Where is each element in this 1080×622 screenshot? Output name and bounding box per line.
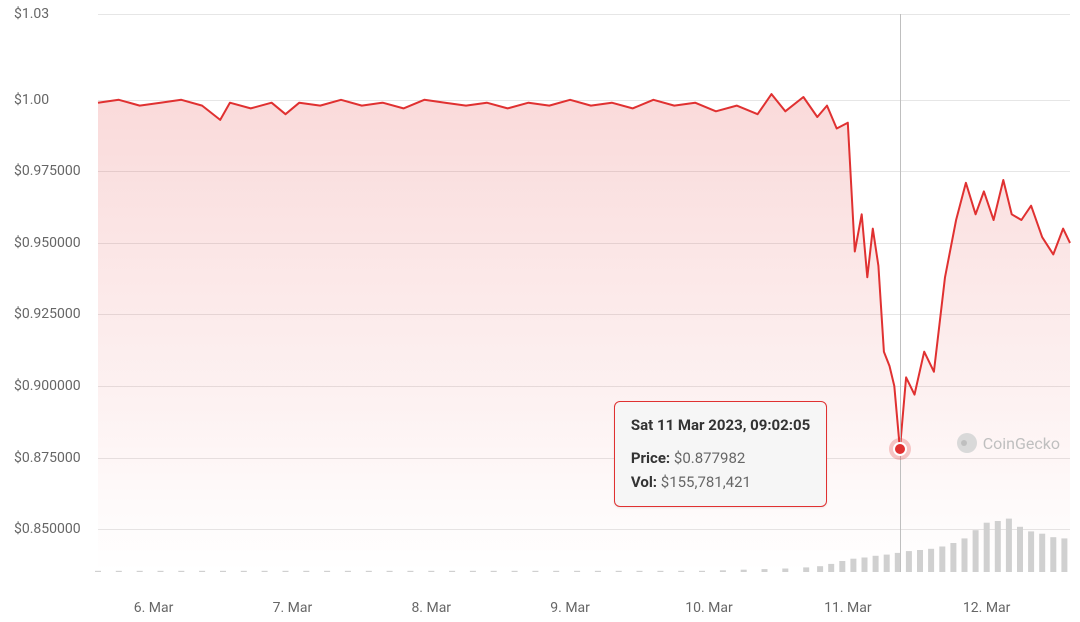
price-chart[interactable]: $1.03$1.00$0.975000$0.950000$0.925000$0.…: [0, 0, 1080, 622]
volume-bar: [1006, 519, 1012, 572]
volume-bar: [720, 570, 726, 572]
tooltip-price-value: $0.877982: [674, 449, 745, 467]
watermark-text: CoinGecko: [983, 434, 1060, 453]
crosshair-line: [900, 14, 901, 572]
volume-bar: [345, 571, 351, 572]
volume-bar: [512, 571, 518, 572]
volume-bar: [1017, 527, 1023, 572]
volume-bar: [387, 571, 393, 572]
volume-bar: [917, 550, 923, 572]
volume-bar: [741, 570, 747, 572]
volume-bar: [995, 521, 1001, 572]
volume-bar: [817, 566, 823, 572]
volume-bar: [553, 571, 559, 572]
x-axis-label: 6. Mar: [134, 600, 174, 616]
tooltip-price-label: Price:: [631, 449, 670, 467]
chart-plot-area[interactable]: [0, 0, 1080, 622]
volume-bar: [828, 564, 834, 572]
volume-bar: [324, 571, 330, 572]
volume-bar: [595, 571, 601, 572]
volume-bar: [873, 556, 879, 572]
hover-marker-dot: [893, 442, 907, 456]
x-axis-label: 8. Mar: [411, 600, 451, 616]
volume-bar: [449, 571, 455, 572]
volume-bar: [470, 571, 476, 572]
volume-bar: [262, 571, 268, 572]
volume-bar: [928, 549, 934, 572]
volume-bar: [862, 558, 868, 573]
volume-bar: [116, 571, 122, 572]
tooltip-vol-value: $155,781,421: [661, 473, 751, 491]
volume-bar: [782, 569, 788, 573]
volume-bar: [637, 571, 643, 572]
x-axis-label: 7. Mar: [273, 600, 313, 616]
volume-bar: [178, 571, 184, 572]
volume-bar: [950, 543, 956, 572]
volume-bar: [803, 567, 809, 572]
volume-bar: [1050, 537, 1056, 572]
volume-bar: [158, 571, 164, 572]
coingecko-icon: [957, 433, 977, 453]
volume-bar: [428, 571, 434, 572]
volume-bar: [137, 571, 143, 572]
volume-bar: [532, 571, 538, 572]
volume-bar: [616, 571, 622, 572]
x-axis-label: 11. Mar: [824, 600, 871, 616]
hover-tooltip: Sat 11 Mar 2023, 09:02:05 Price: $0.8779…: [614, 401, 827, 507]
volume-bar: [962, 538, 968, 572]
x-axis-label: 12. Mar: [963, 600, 1010, 616]
volume-bar: [220, 571, 226, 572]
volume-bar: [366, 571, 372, 572]
volume-bar: [839, 561, 845, 572]
volume-bar: [95, 571, 101, 572]
volume-bar: [657, 571, 663, 572]
volume-bar: [973, 530, 979, 572]
volume-bar: [906, 551, 912, 572]
volume-bar: [1028, 531, 1034, 572]
volume-bar: [574, 571, 580, 572]
tooltip-vol-label: Vol:: [631, 473, 657, 491]
volume-bar: [1061, 538, 1067, 572]
volume-bar: [678, 571, 684, 572]
x-axis-label: 9. Mar: [550, 600, 590, 616]
volume-bar: [984, 523, 990, 572]
x-axis-label: 10. Mar: [685, 600, 732, 616]
volume-bar: [199, 571, 205, 572]
volume-bar: [762, 569, 768, 572]
volume-bar: [283, 571, 289, 572]
volume-bar: [241, 571, 247, 572]
volume-bar: [884, 555, 890, 572]
volume-bar: [939, 547, 945, 573]
volume-bar: [491, 571, 497, 572]
volume-bar: [303, 571, 309, 572]
volume-bar: [1039, 534, 1045, 572]
volume-bar: [850, 559, 856, 572]
volume-bar: [407, 571, 413, 572]
area-fill: [98, 94, 1070, 572]
tooltip-date: Sat 11 Mar 2023, 09:02:05: [631, 414, 810, 437]
coingecko-watermark: CoinGecko: [957, 433, 1060, 453]
volume-bar: [699, 571, 705, 572]
